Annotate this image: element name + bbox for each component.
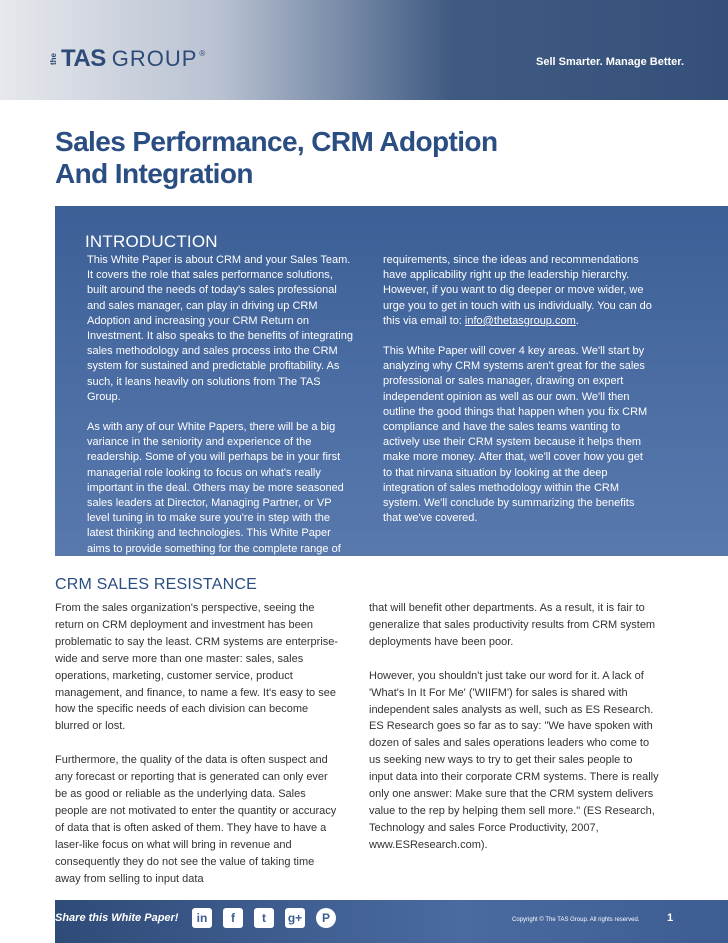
section-paragraph-1: From the sales organization's perspectiv…	[55, 602, 339, 733]
section-left-column: From the sales organization's perspectiv…	[55, 600, 340, 888]
section-paragraph-2: Furthermore, the quality of the data is …	[55, 754, 337, 885]
crm-sales-resistance-heading: CRM SALES RESISTANCE	[55, 576, 257, 593]
title-line-2: And Integration	[55, 158, 253, 189]
social-share-icons: in f t g+ P	[192, 908, 336, 928]
linkedin-icon[interactable]: in	[192, 908, 212, 928]
section-paragraph-3: that will benefit other departments. As …	[369, 602, 656, 648]
twitter-icon[interactable]: t	[254, 908, 274, 928]
page-title: Sales Performance, CRM Adoption And Inte…	[55, 126, 498, 190]
facebook-icon[interactable]: f	[223, 908, 243, 928]
section-paragraph-4: However, you shouldn't just take our wor…	[369, 669, 659, 851]
logo-registered-mark: ®	[199, 49, 206, 58]
intro-paragraph-3: requirements, since the ideas and recomm…	[383, 253, 653, 329]
header-banner: the TAS GROUP ® Sell Smarter. Manage Bet…	[0, 0, 728, 100]
logo-group: GROUP	[111, 46, 198, 71]
introduction-heading: INTRODUCTION	[85, 232, 218, 251]
tas-group-logo[interactable]: the TAS GROUP ®	[49, 45, 206, 72]
introduction-box: INTRODUCTION This White Paper is about C…	[55, 206, 728, 556]
footer-bar: Share this White Paper! in f t g+ P Copy…	[55, 900, 728, 943]
tagline: Sell Smarter. Manage Better.	[536, 56, 684, 68]
intro-paragraph-3-end: .	[575, 314, 579, 327]
copyright-text: Copyright © The TAS Group. All rights re…	[512, 917, 640, 923]
intro-paragraph-4: This White Paper will cover 4 key areas.…	[383, 345, 648, 525]
share-label: Share this White Paper!	[55, 912, 179, 924]
page-number: 1	[667, 912, 674, 924]
title-line-1: Sales Performance, CRM Adoption	[55, 126, 498, 157]
introduction-right-column: requirements, since the ideas and recomm…	[383, 253, 653, 526]
introduction-left-column: This White Paper is about CRM and your S…	[87, 253, 355, 557]
intro-paragraph-1: This White Paper is about CRM and your S…	[87, 254, 353, 403]
googleplus-icon[interactable]: g+	[285, 908, 305, 928]
logo-the: the	[49, 53, 58, 65]
pinterest-icon[interactable]: P	[316, 908, 336, 928]
section-right-column: that will benefit other departments. As …	[369, 600, 659, 854]
intro-paragraph-3-text: requirements, since the ideas and recomm…	[383, 254, 652, 327]
email-link[interactable]: info@thetasgroup.com	[464, 314, 576, 327]
logo-tas: TAS	[61, 45, 106, 72]
intro-paragraph-2: As with any of our White Papers, there w…	[87, 421, 344, 555]
